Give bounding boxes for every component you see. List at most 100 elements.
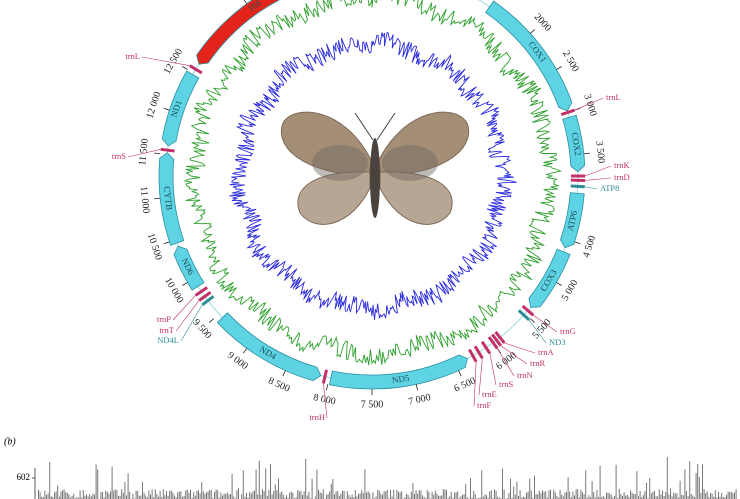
histogram-bar [442,489,444,499]
histogram-bar [490,490,492,499]
histogram-bar [193,492,195,499]
histogram-bar [734,492,735,499]
histogram-bar [348,495,350,499]
histogram-bar [574,495,575,499]
histogram-bar [177,492,179,499]
histogram-bar [364,469,366,499]
leader-line [180,304,203,342]
histogram-bar [145,495,147,499]
position-tick [243,0,248,4]
histogram-bar [687,496,689,499]
histogram-bar [554,492,556,499]
histogram-bar [601,497,603,499]
histogram-bar [420,490,422,499]
histogram-bar [567,477,569,499]
histogram-bar [110,491,111,499]
butterfly-photo [280,111,470,225]
leader-line [473,361,477,407]
leader-line [175,300,200,332]
histogram-bar [228,494,230,499]
histogram-bar [521,497,523,499]
trna-mark [517,309,531,321]
position-label: 6 500 [453,375,478,394]
histogram-bar [71,496,73,499]
histogram-bar [276,490,278,499]
histogram-bar [580,489,582,499]
histogram-bar [726,494,727,499]
histogram-bar [494,489,495,499]
position-label: 8 500 [266,375,291,394]
histogram-bar [718,491,719,499]
histogram-bar [366,492,367,499]
rrna-gene [196,0,281,65]
histogram-bar [199,493,201,499]
histogram-bar [497,496,499,499]
histogram-bar [660,494,662,499]
histogram-bar [340,493,342,499]
histogram-bar [207,491,209,499]
at-track [229,31,517,321]
trna-label: ND4L [157,335,179,345]
histogram-bar [191,497,193,499]
histogram-bar [671,496,673,499]
histogram-bar [263,491,265,499]
histogram-bar [460,496,462,499]
histogram-bar [622,496,623,499]
histogram-bar [308,492,310,499]
histogram-bar [602,495,604,499]
histogram-bar [247,497,249,499]
histogram-bar [281,491,283,499]
histogram-bar [257,494,259,499]
histogram-bar [65,492,67,499]
histogram-bar [358,493,359,499]
histogram-bar [385,491,387,499]
histogram-bar [681,494,683,499]
histogram-bar [76,497,78,499]
histogram-bar [556,496,558,499]
histogram-bar [290,491,292,499]
gene-label: ATP6 [565,209,579,232]
histogram-bar [124,482,126,499]
histogram-bar [49,462,51,499]
histogram-bar [570,497,572,499]
histogram-bar [668,494,670,499]
histogram-bar [439,496,441,499]
position-label: 7 500 [361,399,384,410]
trna-mark [491,333,502,347]
position-tick [574,241,581,245]
position-tick [182,66,188,70]
histogram-bar [214,491,215,499]
histogram-bar [180,491,182,499]
histogram-bar [170,490,172,499]
histogram-bar [318,489,319,499]
position-tick [530,29,536,34]
position-label: 4 500 [581,234,598,259]
trna-mark [194,286,209,297]
histogram-bar [95,464,97,499]
histogram-bar [58,496,60,499]
histogram-bar [716,497,718,499]
histogram-bar [396,489,398,499]
trna-label: trnL [606,92,621,102]
leader-line [533,314,558,333]
histogram-bar [209,489,211,499]
histogram-bar [132,493,134,499]
histogram-bar [586,497,588,499]
coverage-histogram [32,457,737,499]
histogram-bar [335,491,337,499]
histogram-bar [546,497,548,499]
histogram-bar [70,497,71,499]
histogram-bar [534,475,535,499]
histogram-bar [407,494,409,499]
trna-mark [321,369,329,384]
histogram-bar [82,490,84,499]
trna-mark [521,304,535,317]
histogram-bar [471,497,473,499]
histogram-bar [97,469,99,499]
histogram-bar [594,497,596,499]
leader-line [496,348,515,377]
histogram-bar [81,497,83,499]
histogram-bar [486,495,487,499]
histogram-bar [89,494,91,499]
histogram-bar [330,483,332,499]
